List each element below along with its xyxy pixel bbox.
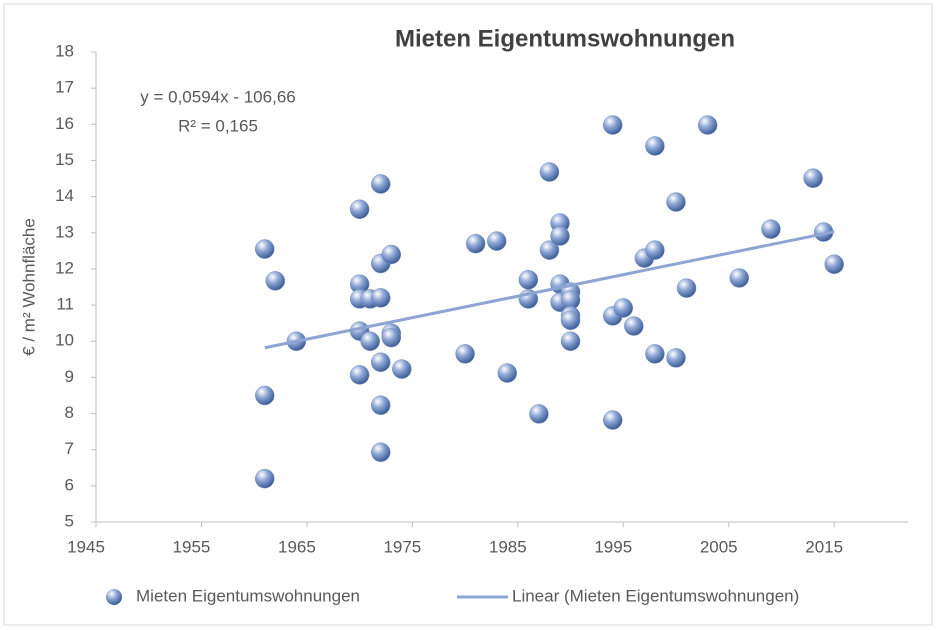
x-tick-label: 1975 xyxy=(383,537,421,556)
y-tick-label: 6 xyxy=(65,475,74,494)
data-point xyxy=(465,233,486,254)
x-tick-label: 1955 xyxy=(173,537,211,556)
data-point xyxy=(349,365,370,385)
data-point xyxy=(370,174,391,194)
data-point xyxy=(370,395,391,415)
x-tick-label: 1995 xyxy=(594,537,632,556)
data-point xyxy=(624,316,644,336)
data-point xyxy=(455,344,475,364)
data-point xyxy=(370,442,391,462)
y-tick-label: 8 xyxy=(65,403,74,422)
data-point xyxy=(265,271,286,291)
y-tick-label: 14 xyxy=(55,186,74,205)
data-point xyxy=(729,268,750,288)
y-tick-label: 10 xyxy=(55,331,74,350)
data-point xyxy=(602,410,623,430)
trendline xyxy=(264,230,835,350)
data-point xyxy=(761,219,781,239)
data-point xyxy=(539,162,560,182)
x-tick-label: 2005 xyxy=(700,537,738,556)
y-tick-label: 15 xyxy=(55,150,74,169)
x-tick-label: 2015 xyxy=(805,537,843,556)
y-tick-label: 18 xyxy=(55,41,74,60)
y-tick-label: 17 xyxy=(55,78,74,97)
data-point xyxy=(824,254,844,274)
data-point xyxy=(645,344,665,364)
data-point xyxy=(697,115,718,135)
data-point xyxy=(254,239,275,259)
data-point xyxy=(370,288,391,308)
x-tick-label: 1945 xyxy=(67,537,105,556)
legend-marker xyxy=(106,589,122,605)
data-point xyxy=(529,404,549,424)
data-point xyxy=(666,192,686,212)
x-tick-label: 1965 xyxy=(278,537,316,556)
data-point xyxy=(560,331,581,351)
data-point xyxy=(676,278,697,298)
y-tick-label: 7 xyxy=(65,439,74,458)
data-point xyxy=(613,298,634,318)
y-tick-label: 11 xyxy=(56,295,74,314)
data-point xyxy=(486,231,507,251)
data-point xyxy=(381,327,402,348)
data-point xyxy=(560,310,581,331)
y-tick-label: 9 xyxy=(65,367,74,386)
data-point xyxy=(518,270,539,290)
y-tick-label: 13 xyxy=(55,222,74,241)
x-tick-label: 1985 xyxy=(489,537,527,556)
data-point xyxy=(666,348,686,368)
legend-label: Linear (Mieten Eigentumswohnungen) xyxy=(512,586,799,605)
y-tick-label: 12 xyxy=(55,258,74,277)
data-point xyxy=(381,244,402,265)
data-point xyxy=(645,136,665,156)
data-point xyxy=(349,199,370,220)
data-point xyxy=(539,240,560,260)
data-point xyxy=(254,468,275,489)
data-point xyxy=(370,352,391,372)
chart-title: Mieten Eigentumswohnungen xyxy=(395,25,735,52)
data-point xyxy=(254,385,275,406)
data-point xyxy=(497,363,518,383)
data-point xyxy=(602,115,623,135)
data-point xyxy=(645,240,665,260)
data-point xyxy=(392,359,412,379)
data-point xyxy=(550,226,570,246)
y-axis-title: € / m² Wohnfläche xyxy=(19,218,38,356)
trend-equation: y = 0,0594x - 106,66 xyxy=(140,87,295,106)
y-tick-label: 16 xyxy=(55,114,74,133)
r-squared: R² = 0,165 xyxy=(178,116,258,135)
legend-label: Mieten Eigentumswohnungen xyxy=(136,586,360,605)
data-point xyxy=(360,331,380,351)
y-tick-label: 5 xyxy=(65,511,74,530)
data-point xyxy=(803,168,823,188)
